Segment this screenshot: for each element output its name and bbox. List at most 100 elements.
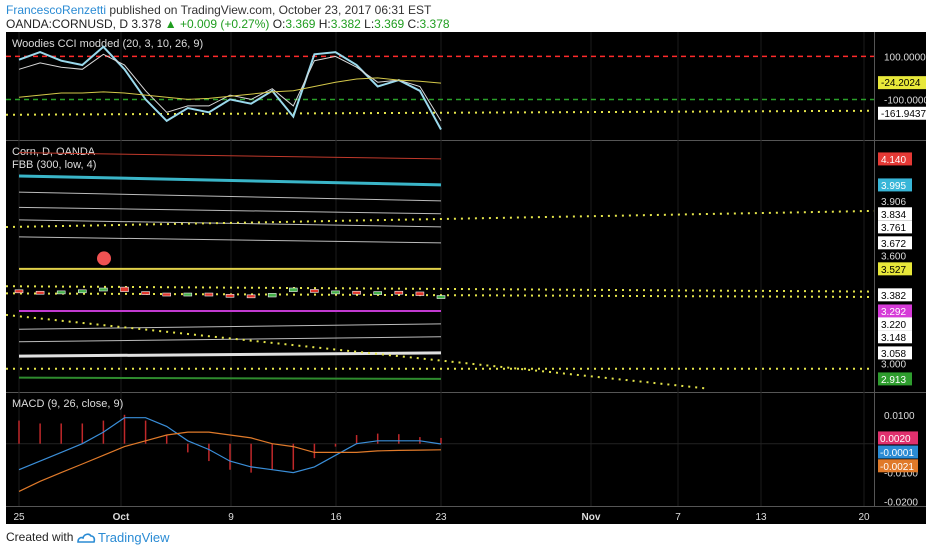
price-badge bbox=[878, 207, 912, 221]
low-value: 3.369 bbox=[374, 17, 405, 31]
macd-tick-label: -0.0200 bbox=[884, 498, 918, 509]
price-axis-label: 3.220 bbox=[881, 320, 906, 331]
high-label: H: bbox=[318, 17, 331, 31]
macd-value-badge bbox=[878, 445, 918, 459]
descending-trendline bbox=[6, 313, 707, 390]
price-title: Corn, D, OANDA bbox=[12, 146, 96, 158]
macd-signal-line bbox=[18, 431, 442, 492]
chart-svg[interactable]: Woodies CCI modded (20, 3, 10, 26, 9) 100… bbox=[6, 32, 926, 524]
macd-value-label: -0.0021 bbox=[880, 462, 914, 473]
price-axis-label: 3.148 bbox=[881, 333, 906, 344]
published-text: published on TradingView.com, October 23… bbox=[109, 3, 432, 17]
cci-dotted-line bbox=[6, 109, 875, 116]
price-change: +0.009 (+0.27%) bbox=[179, 17, 270, 31]
author-link[interactable]: FrancescoRenzetti bbox=[6, 3, 107, 17]
price-axis-label: 3.527 bbox=[881, 265, 906, 276]
price-badge bbox=[878, 330, 912, 344]
cloud-icon bbox=[77, 533, 96, 543]
price-axis-label: 3.995 bbox=[881, 181, 906, 192]
candle bbox=[99, 287, 108, 292]
macd-value-badge bbox=[878, 459, 918, 473]
last-price: 3.378 bbox=[131, 17, 162, 31]
support-trendline bbox=[6, 285, 875, 293]
price-badge bbox=[878, 178, 912, 192]
price-axis-label: 3.834 bbox=[881, 210, 906, 221]
price-badge bbox=[878, 262, 912, 276]
macd-tick-label: -0.0100 bbox=[884, 469, 918, 480]
fbb-band bbox=[18, 236, 442, 244]
cci-series-1 bbox=[18, 45, 442, 130]
time-axis-label: Nov bbox=[582, 512, 601, 523]
price-axis-label: 2.913 bbox=[881, 375, 906, 386]
fbb-band bbox=[18, 191, 442, 202]
created-with-text: Created with bbox=[6, 530, 74, 544]
cci-value-label: -161.9437 bbox=[881, 109, 926, 120]
cci-series-3 bbox=[18, 77, 442, 100]
macd-value-label: 0.0020 bbox=[880, 434, 911, 445]
macd-value-badge bbox=[878, 431, 918, 445]
symbol-line: OANDA:CORNUSD, D 3.378 ▲ +0.009 (+0.27%)… bbox=[6, 17, 450, 31]
high-value: 3.382 bbox=[330, 17, 361, 31]
candle bbox=[14, 289, 24, 294]
time-axis-label: 20 bbox=[858, 512, 870, 523]
fbb-top-band bbox=[18, 152, 442, 160]
price-badge bbox=[878, 288, 912, 302]
candle bbox=[56, 290, 66, 295]
up-arrow-icon: ▲ bbox=[164, 17, 177, 31]
price-axis-label: 3.058 bbox=[881, 349, 906, 360]
publish-line: FrancescoRenzetti published on TradingVi… bbox=[6, 3, 431, 17]
candle bbox=[246, 294, 256, 299]
macd-line bbox=[18, 417, 442, 474]
candle bbox=[35, 290, 45, 295]
candle bbox=[204, 292, 214, 297]
price-badge bbox=[878, 372, 912, 386]
chart-footer: Created with TradingView bbox=[0, 524, 932, 550]
price-axis-label: 3.000 bbox=[881, 359, 906, 370]
price-axis-label: 4.140 bbox=[881, 155, 906, 166]
time-axis-label: 16 bbox=[330, 512, 342, 523]
fbb-subtitle: FBB (300, low, 4) bbox=[12, 159, 96, 171]
chart-background bbox=[6, 32, 926, 524]
time-axis-label: 23 bbox=[435, 512, 447, 523]
macd-value-label: -0.0001 bbox=[880, 448, 914, 459]
candle bbox=[310, 289, 319, 293]
candle bbox=[120, 286, 129, 292]
fbb-bottom-band bbox=[18, 376, 442, 380]
price-badge bbox=[878, 236, 912, 250]
low-label: L: bbox=[364, 17, 375, 31]
candle bbox=[436, 295, 446, 299]
fbb-upper-teal-band bbox=[18, 174, 442, 187]
time-axis-label: Oct bbox=[113, 512, 130, 523]
chart-header: FrancescoRenzetti published on TradingVi… bbox=[0, 0, 932, 32]
fbb-band bbox=[18, 323, 442, 330]
fbb-band bbox=[18, 206, 442, 215]
upper-trendline bbox=[6, 209, 875, 229]
price-badge bbox=[878, 346, 912, 360]
price-badge bbox=[878, 304, 912, 318]
price-axis-label: 3.382 bbox=[881, 291, 906, 302]
macd-tick-label: 0.0100 bbox=[884, 411, 915, 422]
red-marker bbox=[97, 251, 111, 266]
price-axis-label: 3.672 bbox=[881, 239, 906, 250]
candle bbox=[373, 291, 383, 295]
tradingview-brand: TradingView bbox=[98, 530, 170, 545]
candle bbox=[183, 292, 193, 297]
time-axis-label: 25 bbox=[13, 512, 25, 523]
tradingview-logo[interactable]: TradingView bbox=[76, 528, 170, 546]
symbol-label: OANDA:CORNUSD, D bbox=[6, 17, 129, 31]
candle bbox=[162, 292, 171, 297]
cci-trend-label: -24.2024 bbox=[881, 78, 921, 89]
close-label: C: bbox=[407, 17, 420, 31]
chart-canvas[interactable]: Woodies CCI modded (20, 3, 10, 26, 9) 100… bbox=[6, 32, 926, 524]
candle bbox=[267, 293, 277, 298]
fbb-lower-white-band bbox=[18, 351, 442, 358]
price-axis-label: 3.292 bbox=[881, 307, 906, 318]
candle bbox=[288, 287, 298, 292]
candle bbox=[225, 293, 235, 298]
support-trendline-2 bbox=[6, 292, 875, 298]
candle bbox=[78, 289, 87, 294]
open-label: O: bbox=[272, 17, 286, 31]
price-badge bbox=[878, 317, 912, 331]
macd-title: MACD (9, 26, close, 9) bbox=[12, 398, 123, 410]
cci-trend-badge bbox=[878, 76, 926, 90]
